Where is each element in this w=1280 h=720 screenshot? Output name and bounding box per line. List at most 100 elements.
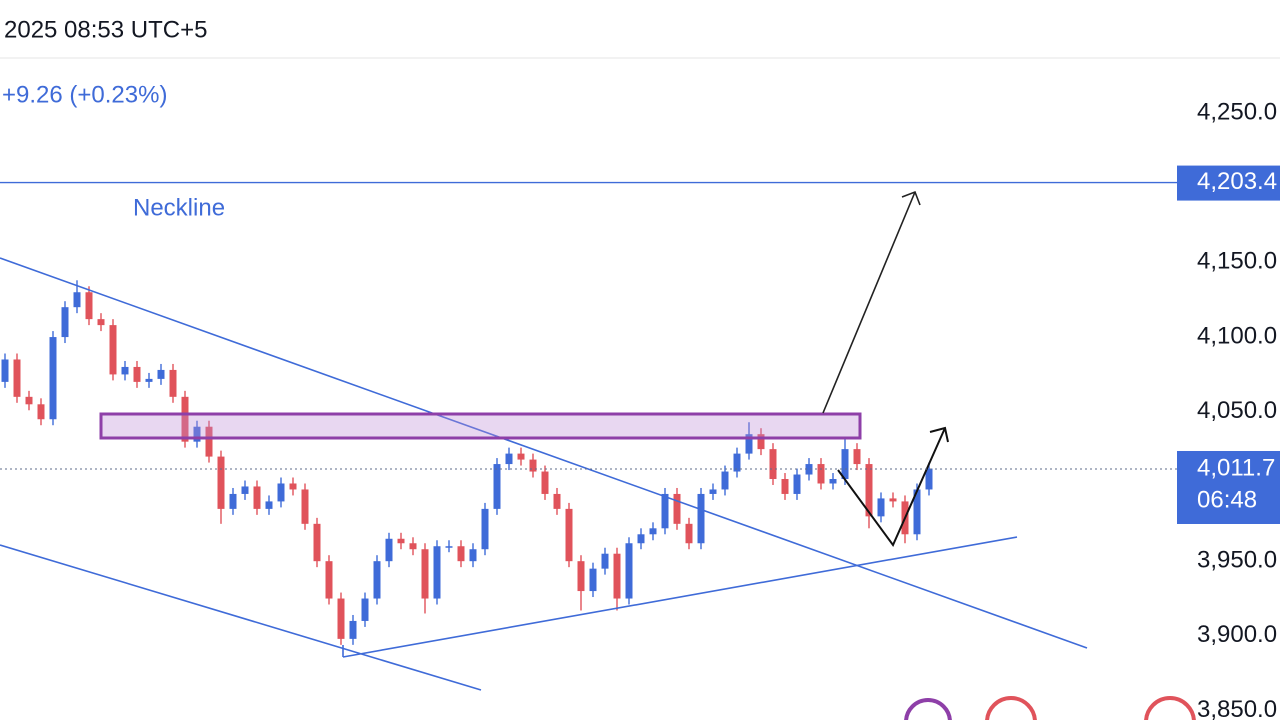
candle-body <box>253 486 261 509</box>
candle-body <box>889 498 897 502</box>
candle-body <box>193 426 201 442</box>
candle-body <box>745 434 753 454</box>
candle-body <box>397 538 405 544</box>
candle-body <box>37 404 45 420</box>
candle-body <box>865 464 873 517</box>
event-icon[interactable] <box>1144 696 1196 720</box>
candle-body <box>445 546 453 548</box>
event-icon[interactable] <box>904 698 952 720</box>
candle-body <box>61 307 69 338</box>
y-tick-label: 4,250.0 <box>1197 98 1277 125</box>
resistance-zone <box>99 412 862 440</box>
candle-body <box>1 359 9 382</box>
candle-body <box>781 479 789 494</box>
candle-body <box>925 468 933 490</box>
y-tick-label: 4,100.0 <box>1197 322 1277 349</box>
price-label-box <box>1177 450 1280 524</box>
candle-body <box>733 453 741 472</box>
neckline-price: 4,203.4 <box>1197 168 1277 195</box>
candle-body <box>829 479 837 484</box>
candle-body <box>661 493 669 529</box>
candle-body <box>841 449 849 480</box>
candle-body <box>109 325 117 375</box>
y-tick-label: 4,050.0 <box>1197 397 1277 424</box>
candle-body <box>565 508 573 562</box>
support-line <box>342 536 1018 658</box>
price-change: +9.26 (+0.23%) <box>2 81 167 108</box>
candle-body <box>13 359 21 397</box>
drawings <box>0 190 1196 720</box>
trend-line <box>0 257 1088 649</box>
candle-body <box>181 396 189 442</box>
y-tick-label: 3,900.0 <box>1197 621 1277 648</box>
candle-body <box>577 561 585 592</box>
event-icon[interactable] <box>985 696 1037 720</box>
candle-body <box>601 553 609 569</box>
candle-body <box>241 486 249 494</box>
candle-body <box>97 319 105 326</box>
candle-body <box>229 493 237 509</box>
candle-body <box>361 598 369 621</box>
candle-body <box>337 598 345 639</box>
arrow-head <box>929 426 949 443</box>
candle-body <box>529 459 537 472</box>
candle-body <box>817 464 825 484</box>
neckline-label: Neckline <box>133 194 225 221</box>
candle-body <box>553 493 561 509</box>
candle-body <box>289 483 297 490</box>
candle-body <box>49 337 57 420</box>
y-tick-label: 3,950.0 <box>1197 547 1277 574</box>
candle-body <box>793 474 801 494</box>
candle-body <box>769 449 777 480</box>
candle-body <box>145 378 153 382</box>
candle-body <box>685 523 693 544</box>
candle-body <box>493 464 501 509</box>
candle-body <box>121 366 129 375</box>
candle-body <box>757 434 765 450</box>
last-price: 4,011.7 <box>1197 454 1275 481</box>
candle-body <box>313 523 321 562</box>
candle-body <box>373 561 381 599</box>
candle-body <box>169 369 177 397</box>
candle-body <box>481 508 489 550</box>
candle-body <box>301 489 309 524</box>
candle-body <box>805 464 813 475</box>
candle-body <box>853 449 861 465</box>
candle-body <box>637 534 645 544</box>
candle-body <box>709 489 717 494</box>
candle-body <box>433 546 441 599</box>
y-tick-label: 3,850.0 <box>1197 696 1277 720</box>
candle-body <box>421 549 429 599</box>
candle-body <box>613 553 621 599</box>
price-label-box <box>1177 165 1280 201</box>
candle-body <box>409 543 417 550</box>
projection-arrow <box>822 191 916 414</box>
zigzag-arrow <box>837 427 946 547</box>
candle-body <box>625 543 633 599</box>
y-tick-label: 4,150.0 <box>1197 248 1277 275</box>
candle-body <box>265 501 273 509</box>
candle-body <box>721 471 729 490</box>
candle-body <box>157 369 165 379</box>
candle-body <box>673 493 681 524</box>
candle-body <box>25 396 33 405</box>
bar-countdown: 06:48 <box>1197 486 1257 513</box>
candle-body <box>457 546 465 562</box>
candle-body <box>877 498 885 517</box>
candle-body <box>505 453 513 465</box>
candle-body <box>217 456 225 509</box>
candle-body <box>385 538 393 562</box>
trend-line <box>0 544 482 691</box>
candle-body <box>133 366 141 382</box>
candle-body <box>517 453 525 460</box>
candle-body <box>325 561 333 599</box>
candle-body <box>349 620 357 639</box>
candle-body <box>589 568 597 592</box>
candle-body <box>913 489 921 535</box>
timestamp: 2025 08:53 UTC+5 <box>4 16 207 43</box>
candle-body <box>541 471 549 494</box>
candle-body <box>649 528 657 535</box>
